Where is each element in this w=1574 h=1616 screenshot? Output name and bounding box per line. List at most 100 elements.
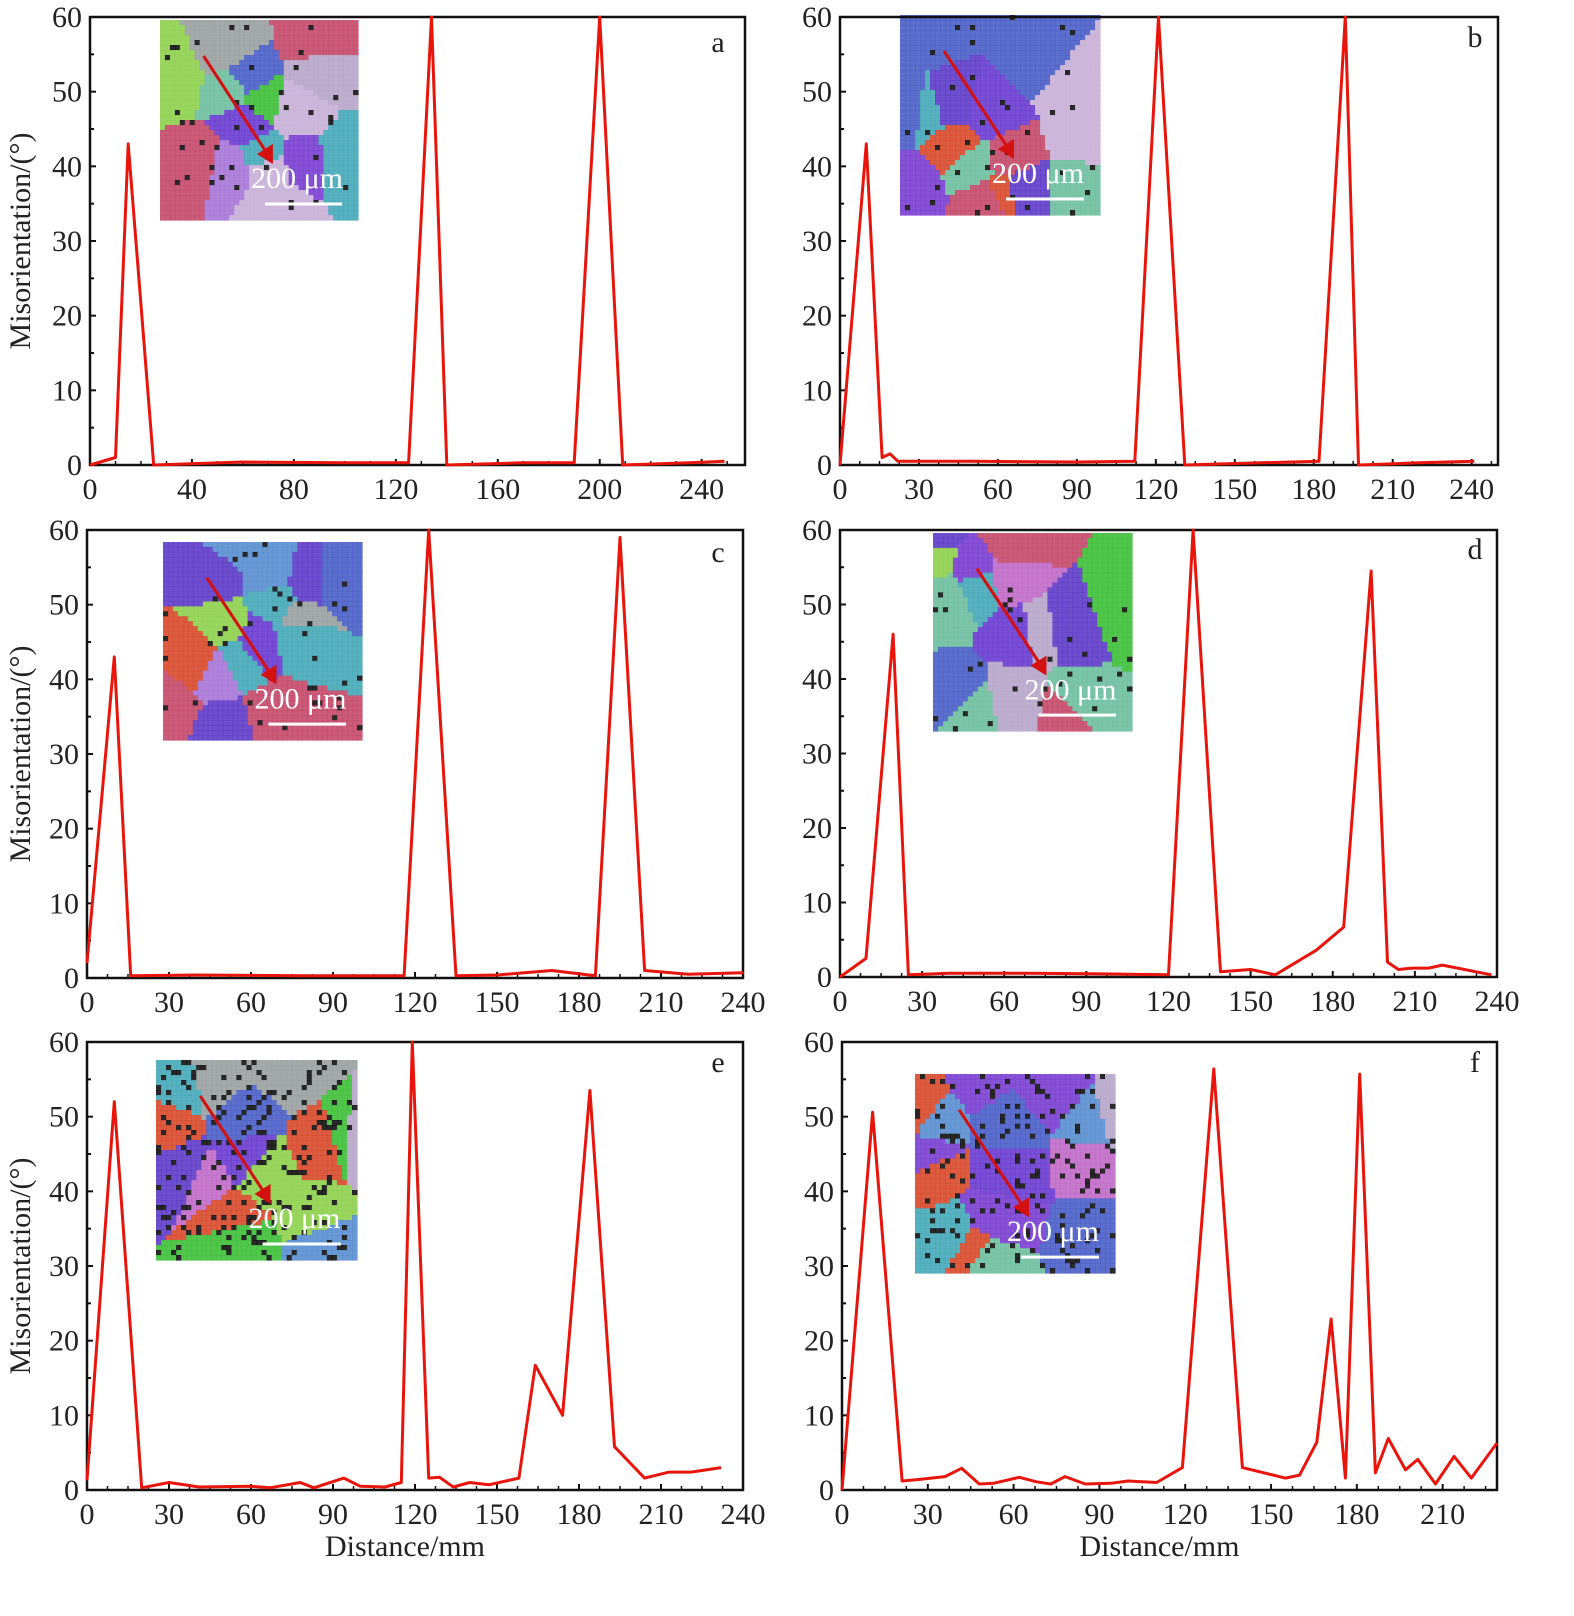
scale-bar-label: 200 μm [255,682,347,715]
x-tick-label: 150 [1228,985,1273,1018]
inset-arrowhead-icon [257,144,273,164]
x-tick-label: 180 [1291,473,1336,506]
x-tick-label: 0 [80,1498,95,1531]
y-tick-label: 30 [802,738,832,771]
x-tick-label: 90 [318,1498,348,1531]
y-tick-label: 20 [49,1325,79,1358]
y-tick-label: 20 [802,300,832,333]
x-tick-label: 210 [1392,985,1437,1018]
panel-label: b [1468,21,1483,54]
y-tick-label: 40 [802,663,832,696]
x-tick-label: 90 [1071,985,1101,1018]
y-tick-label: 0 [67,449,82,482]
x-tick-label: 240 [1449,473,1494,506]
scale-bar-label: 200 μm [1007,1215,1099,1248]
y-tick-label: 30 [802,225,832,258]
inset-arrow-icon [198,1095,268,1197]
x-tick-label: 60 [983,473,1013,506]
x-tick-label: 60 [999,1498,1029,1531]
y-axis-label: Misorientation/(°) [4,646,37,863]
x-axis-label: Distance/mm [325,1530,485,1563]
y-tick-label: 50 [802,76,832,109]
y-axis-label: Misorientation/(°) [4,133,37,350]
y-tick-label: 30 [804,1250,834,1283]
y-axis-label: Misorientation/(°) [4,1158,37,1375]
x-tick-label: 40 [177,473,207,506]
scale-bar-label: 200 μm [248,1202,340,1235]
y-tick-label: 10 [52,374,82,407]
x-tick-label: 0 [835,1498,850,1531]
x-tick-label: 240 [679,473,724,506]
y-tick-label: 20 [802,812,832,845]
inset-arrow-icon [202,55,271,157]
y-tick-label: 10 [804,1399,834,1432]
inset-arrowhead-icon [998,139,1014,159]
ebsd-inset-image [156,1060,358,1261]
x-tick-label: 210 [639,986,684,1019]
x-tick-label: 30 [154,986,184,1019]
x-tick-label: 240 [721,986,766,1019]
y-tick-label: 30 [52,225,82,258]
y-tick-label: 10 [49,887,79,920]
x-tick-label: 120 [373,473,418,506]
scale-bar-label: 200 μm [1025,673,1117,706]
x-tick-label: 30 [154,1498,184,1531]
y-tick-label: 0 [64,1474,79,1507]
y-tick-label: 60 [802,1,832,34]
y-tick-label: 60 [52,1,82,34]
panel-label: a [711,26,724,59]
panel-label: f [1470,1046,1480,1079]
x-tick-label: 150 [1212,473,1257,506]
y-tick-label: 40 [49,1175,79,1208]
x-tick-label: 180 [1310,985,1355,1018]
x-tick-label: 120 [1133,473,1178,506]
y-tick-label: 0 [819,1474,834,1507]
y-tick-label: 60 [49,1026,79,1059]
panel-label: e [711,1046,724,1079]
x-tick-label: 180 [1334,1498,1379,1531]
x-tick-label: 150 [1249,1498,1294,1531]
inset-arrow-icon [957,1108,1027,1211]
misorientation-line-e [85,1040,722,1490]
panel-b: 200 μm 0 10 20 30 40 50 60 0 30 60 90 120 150 180 210 24… [802,1,1500,506]
x-tick-label: 180 [557,986,602,1019]
x-tick-label: 210 [1370,473,1415,506]
inset-arrow-icon [942,50,1012,152]
x-tick-label: 0 [83,473,98,506]
panel-label: d [1468,533,1483,566]
y-tick-label: 10 [802,374,832,407]
y-tick-label: 10 [802,887,832,920]
x-tick-label: 30 [913,1498,943,1531]
y-tick-label: 0 [817,449,832,482]
y-tick-label: 30 [49,738,79,771]
panel-label: c [711,536,724,569]
x-axis-label: Distance/mm [1080,1530,1240,1563]
ebsd-inset-image [163,542,363,741]
x-tick-label: 30 [904,473,934,506]
inset-arrowhead-icon [1013,1197,1029,1218]
x-tick-label: 0 [80,986,95,1019]
x-tick-label: 150 [475,1498,520,1531]
x-tick-label: 210 [1420,1498,1465,1531]
x-tick-label: 90 [1084,1498,1114,1531]
x-tick-label: 240 [721,1498,766,1531]
y-tick-label: 40 [802,150,832,183]
x-tick-label: 160 [475,473,520,506]
panel-d: 200 μm 0 10 20 30 40 50 60 0 30 60 90 120 150 180 210 24… [802,514,1520,1018]
x-tick-label: 200 [577,473,622,506]
y-tick-label: 50 [802,589,832,622]
y-tick-label: 50 [49,589,79,622]
y-tick-label: 20 [49,813,79,846]
y-tick-label: 40 [49,663,79,696]
x-tick-label: 180 [557,1498,602,1531]
y-tick-label: 50 [52,76,82,109]
x-tick-label: 60 [236,986,266,1019]
y-tick-label: 30 [49,1250,79,1283]
x-tick-label: 30 [907,985,937,1018]
x-tick-label: 90 [1062,473,1092,506]
y-tick-label: 20 [804,1325,834,1358]
x-tick-label: 80 [279,473,309,506]
inset-arrowhead-icon [260,664,277,685]
y-tick-label: 50 [49,1101,79,1134]
